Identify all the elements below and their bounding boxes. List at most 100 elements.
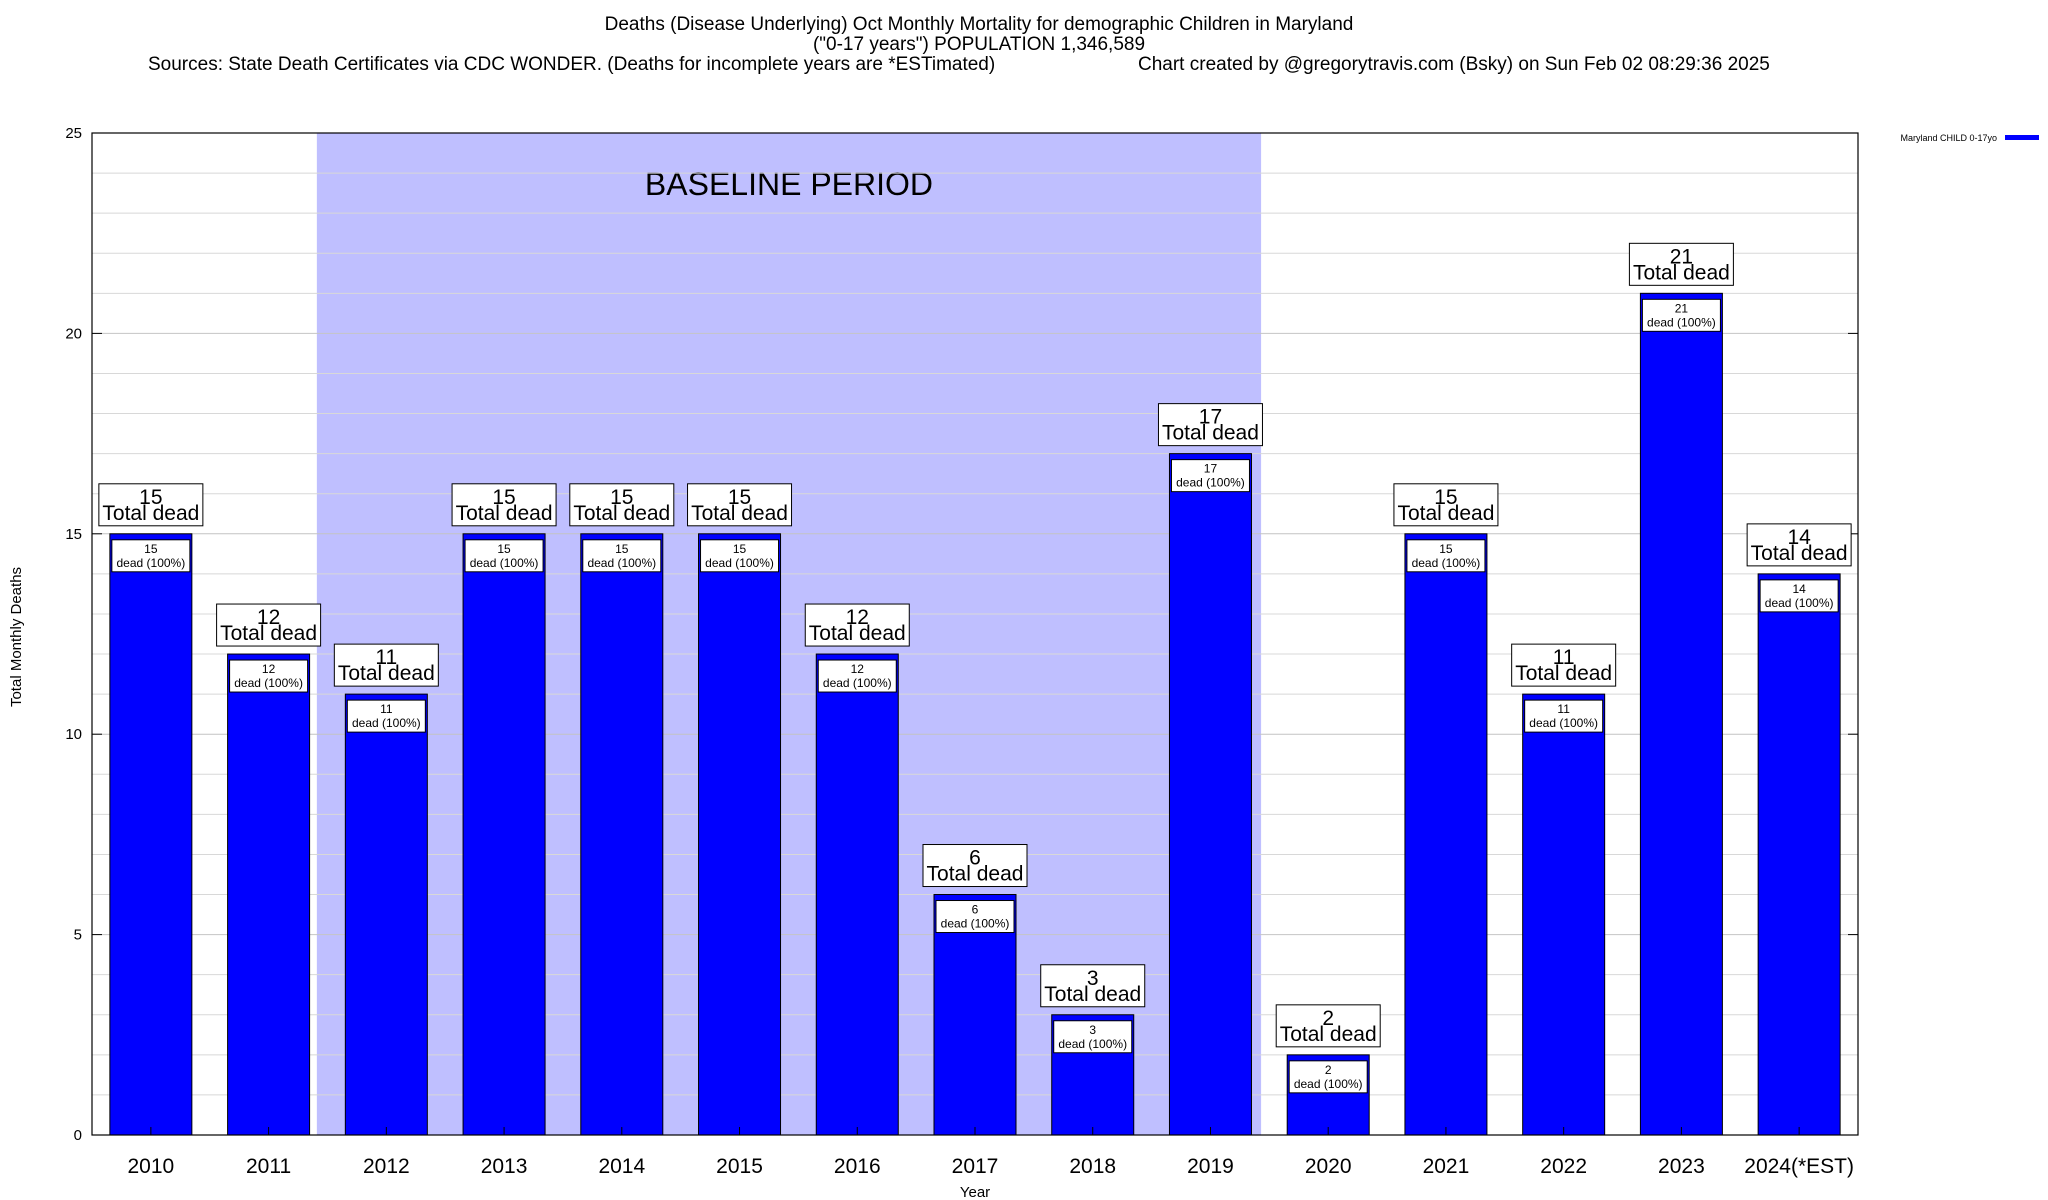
- x-tick-label: 2010: [128, 1155, 175, 1178]
- x-tick-label: 2018: [1069, 1155, 1116, 1178]
- bar-total-text: Total dead: [1044, 983, 1141, 1006]
- bar-inner-label-box: [346, 699, 426, 733]
- bar-inner-text: dead (100%): [1412, 556, 1481, 570]
- bar-total-text: Total dead: [1515, 662, 1612, 685]
- bar-inner-text: dead (100%): [823, 676, 892, 690]
- bar-total-text: Total dead: [927, 863, 1024, 886]
- bar: [1168, 453, 1252, 1136]
- bar-inner-label-box: [700, 539, 780, 573]
- bar-inner-text: dead (100%): [1058, 1037, 1127, 1051]
- bar-total-text: Total dead: [691, 502, 788, 525]
- legend-swatch: [2005, 135, 2039, 140]
- x-tick-label: 2019: [1187, 1155, 1234, 1178]
- bar-total-text: Total dead: [1751, 542, 1848, 565]
- bar-inner-label-box: [111, 539, 191, 573]
- bar-total-label-box: [451, 483, 557, 527]
- bar-inner-label-box: [582, 539, 662, 573]
- bar-inner-label-box: [1288, 1060, 1368, 1094]
- bar-inner-text: dead (100%): [117, 556, 186, 570]
- bar: [1522, 693, 1606, 1136]
- bar-total-value: 11: [375, 646, 397, 669]
- bar: [580, 533, 664, 1136]
- chart-subtitle: ("0-17 years") POPULATION 1,346,589: [813, 34, 1145, 55]
- x-tick-label: 2017: [952, 1155, 999, 1178]
- bar-inner-value: 17: [1204, 462, 1218, 476]
- bar: [815, 653, 899, 1136]
- bar-inner-value: 21: [1675, 301, 1689, 315]
- chart-title-group: Deaths (Disease Underlying) Oct Monthly …: [148, 14, 1770, 75]
- bar-total-value: 15: [139, 486, 162, 509]
- bar-total-text: Total dead: [220, 622, 317, 645]
- bar-total-text: Total dead: [1162, 422, 1259, 445]
- chart-title: Deaths (Disease Underlying) Oct Monthly …: [605, 14, 1354, 35]
- bar-total-text: Total dead: [809, 622, 906, 645]
- bar-total-label-box: [922, 844, 1028, 888]
- bar-inner-value: 2: [1325, 1063, 1332, 1077]
- bar-inner-value: 15: [615, 542, 629, 556]
- bar-total-value: 12: [846, 606, 869, 629]
- bar-total-value: 12: [257, 606, 280, 629]
- bar-total-label-box: [1746, 523, 1852, 567]
- bar: [462, 533, 546, 1136]
- bar-inner-label-box: [935, 900, 1015, 934]
- bar: [1757, 573, 1841, 1136]
- bar: [1639, 292, 1723, 1136]
- bar-total-label-box: [569, 483, 675, 527]
- bar: [227, 653, 311, 1136]
- bar-inner-label-box: [1053, 1020, 1133, 1054]
- bar-total-value: 11: [1553, 646, 1575, 669]
- x-tick-label: 2013: [481, 1155, 528, 1178]
- bar-inner-label-box: [229, 659, 309, 693]
- bar-inner-value: 3: [1089, 1023, 1096, 1037]
- bar-total-value: 15: [1434, 486, 1457, 509]
- bar: [109, 533, 193, 1136]
- x-tick-label: 2011: [246, 1155, 291, 1178]
- y-tick-label: 5: [74, 927, 82, 944]
- bar-inner-text: dead (100%): [234, 676, 303, 690]
- bar-total-text: Total dead: [456, 502, 553, 525]
- bar-total-label-box: [804, 603, 910, 647]
- bar-total-value: 14: [1787, 526, 1811, 549]
- bar-inner-value: 11: [1557, 702, 1570, 716]
- y-tick-label: 25: [65, 125, 82, 142]
- bar-inner-value: 12: [262, 662, 276, 676]
- bar-inner-text: dead (100%): [352, 716, 421, 730]
- x-tick-label: 2021: [1423, 1155, 1470, 1178]
- bar-inner-text: dead (100%): [1765, 596, 1834, 610]
- x-tick-label: 2012: [363, 1155, 410, 1178]
- bar-total-label-box: [98, 483, 204, 527]
- bar-inner-text: dead (100%): [587, 556, 656, 570]
- bar: [933, 894, 1017, 1136]
- bar-total-text: Total dead: [338, 662, 435, 685]
- bar-total-label-box: [1157, 403, 1263, 447]
- bar-inner-label-box: [1524, 699, 1604, 733]
- y-tick-label: 20: [65, 325, 82, 342]
- bar-total-value: 15: [492, 486, 515, 509]
- bar-inner-text: dead (100%): [1529, 716, 1598, 730]
- bar-inner-text: dead (100%): [1647, 315, 1716, 329]
- x-tick-label: 2022: [1540, 1155, 1587, 1178]
- bar-inner-value: 14: [1792, 582, 1806, 596]
- bar-inner-label-box: [817, 659, 897, 693]
- bar-inner-value: 15: [733, 542, 747, 556]
- bar-total-label-box: [1393, 483, 1499, 527]
- bar-total-value: 15: [610, 486, 633, 509]
- bar: [344, 693, 428, 1136]
- bar: [1404, 533, 1488, 1136]
- bar-inner-value: 6: [972, 903, 979, 917]
- bar-total-label-box: [687, 483, 793, 527]
- bar-total-text: Total dead: [1633, 261, 1730, 284]
- bar-total-value: 17: [1199, 406, 1222, 429]
- x-tick-label: 2016: [834, 1155, 881, 1178]
- bar-inner-value: 12: [851, 662, 865, 676]
- bar-total-value: 6: [969, 847, 981, 870]
- bar-total-value: 15: [728, 486, 751, 509]
- chart-sources: Sources: State Death Certificates via CD…: [148, 54, 995, 75]
- bar-inner-value: 15: [497, 542, 511, 556]
- bar-inner-text: dead (100%): [470, 556, 539, 570]
- plot-border: [91, 132, 1859, 1136]
- legend-label: Maryland CHILD 0-17yo: [1900, 133, 1997, 143]
- bar-inner-label-box: [1170, 459, 1250, 493]
- x-tick-label: 2024(*EST): [1744, 1155, 1854, 1178]
